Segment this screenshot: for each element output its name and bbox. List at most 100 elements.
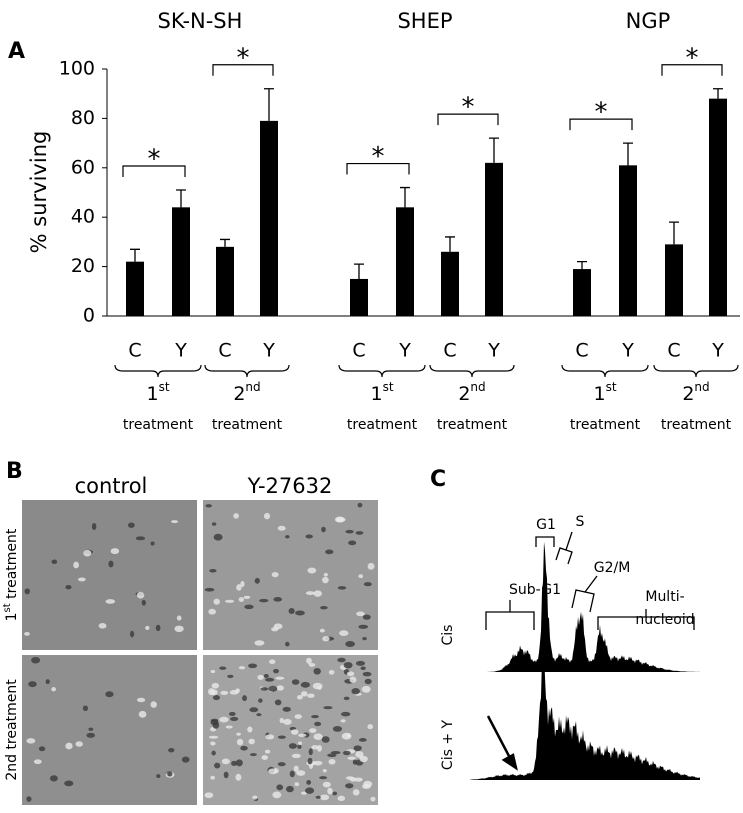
bar — [441, 251, 459, 316]
bar — [216, 246, 234, 316]
cell — [269, 659, 276, 665]
phase-label: G2/M — [594, 560, 631, 576]
cell — [250, 753, 257, 757]
cell — [110, 548, 120, 555]
cell — [208, 735, 219, 739]
column-label: control — [75, 474, 148, 498]
x-tick-label: Y — [711, 340, 724, 362]
cell — [156, 774, 161, 778]
arrow — [486, 715, 518, 771]
cell — [296, 770, 306, 776]
cell — [297, 744, 302, 749]
cell — [51, 687, 57, 692]
significance-bracket — [661, 64, 723, 76]
cell — [289, 770, 295, 778]
cell — [108, 560, 114, 568]
micrograph — [22, 500, 197, 650]
cell — [290, 729, 299, 735]
cell — [341, 732, 352, 740]
cell — [26, 738, 36, 744]
significance-bracket — [437, 113, 499, 126]
cell — [305, 591, 315, 596]
cell — [73, 561, 79, 569]
row-label: 1st treatment — [2, 528, 21, 621]
cell — [355, 531, 364, 535]
bracket — [535, 536, 555, 547]
cell — [240, 580, 245, 588]
cell — [336, 517, 346, 523]
cell — [340, 711, 351, 717]
cell — [272, 791, 282, 799]
phase-label: S — [576, 514, 585, 530]
cell — [360, 666, 366, 671]
x-tick-label: C — [218, 340, 231, 362]
histogram — [470, 652, 700, 780]
cell — [264, 512, 271, 520]
x-tick-label: Y — [621, 340, 634, 362]
cell — [308, 662, 316, 667]
cell — [78, 577, 86, 582]
cell — [136, 697, 146, 703]
cell — [135, 536, 146, 541]
cell — [322, 576, 329, 584]
cell — [105, 691, 114, 698]
cell — [362, 614, 371, 620]
x-tick-label: Y — [487, 340, 500, 362]
cell — [308, 748, 313, 756]
cell — [293, 765, 299, 772]
cell — [230, 716, 239, 722]
cell — [330, 751, 341, 755]
cell — [322, 781, 331, 788]
phase-label: G1 — [536, 517, 556, 533]
cell — [247, 726, 253, 733]
cell — [277, 735, 286, 739]
cell — [65, 742, 73, 750]
cell — [260, 687, 269, 691]
y-axis-label: % surviving — [27, 131, 51, 254]
cell — [145, 625, 150, 630]
treatment-number: 1st — [370, 380, 393, 405]
cell — [136, 591, 145, 599]
cell — [211, 750, 216, 756]
x-tick-label: Y — [398, 340, 411, 362]
ordinal-suffix: nd — [694, 380, 709, 394]
cell — [181, 756, 190, 763]
cell — [307, 757, 313, 765]
cell — [214, 762, 221, 769]
bar — [573, 269, 591, 316]
cell — [51, 559, 58, 565]
cell — [276, 685, 284, 691]
cell — [314, 721, 322, 727]
brace — [114, 364, 202, 378]
cell — [348, 540, 357, 546]
cell — [307, 567, 317, 574]
cell — [211, 682, 220, 689]
cell — [249, 707, 259, 713]
ordinal-suffix: nd — [470, 380, 485, 394]
cell — [38, 746, 46, 752]
cell — [130, 630, 135, 638]
arrow-shaft — [486, 715, 512, 759]
cell — [45, 679, 50, 685]
cell — [345, 783, 354, 789]
bar — [350, 278, 368, 316]
cell — [228, 711, 236, 717]
error-bar — [354, 263, 364, 279]
cell — [220, 690, 229, 695]
cell — [285, 641, 290, 647]
x-tick-label: C — [128, 340, 141, 362]
cell — [343, 696, 350, 701]
cell — [258, 698, 263, 703]
bracket — [597, 609, 695, 630]
cell — [276, 784, 284, 791]
cell — [313, 590, 322, 597]
bar — [396, 207, 414, 316]
cell — [248, 738, 255, 745]
bracket — [485, 600, 535, 630]
group-title: SHEP — [397, 9, 452, 33]
cell — [319, 776, 328, 780]
ordinal-number: 2 — [682, 383, 694, 405]
cell — [337, 657, 346, 663]
cell — [223, 771, 229, 779]
cell — [236, 584, 242, 591]
